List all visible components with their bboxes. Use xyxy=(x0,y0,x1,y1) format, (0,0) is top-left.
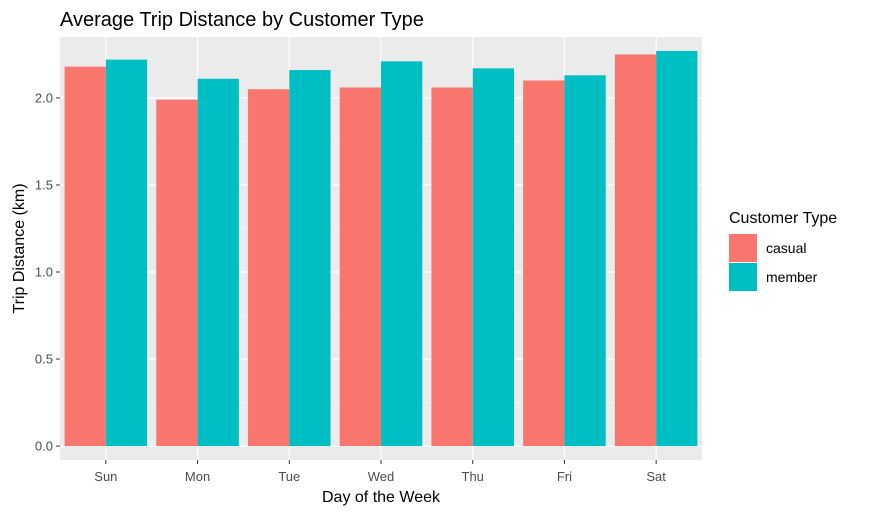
bar-casual-mon xyxy=(156,99,198,447)
legend-key-member xyxy=(729,263,757,291)
legend-key-casual xyxy=(729,234,757,262)
bar-member-sun xyxy=(105,59,148,447)
y-tick-label: 1.0 xyxy=(35,265,53,280)
x-axis: Sun Mon Tue Wed Thu Fri Sat xyxy=(94,460,666,484)
x-tick-label-mon: Mon xyxy=(185,469,210,484)
x-tick-label-tue: Tue xyxy=(278,469,300,484)
bar-member-tue xyxy=(289,70,331,447)
plot-area xyxy=(60,37,702,460)
bar-casual-tue xyxy=(248,89,290,447)
x-tick-label-thu: Thu xyxy=(462,469,484,484)
legend-items: casual member xyxy=(729,234,818,291)
bar-casual-wed xyxy=(339,87,381,447)
y-tick-label: 1.5 xyxy=(35,177,53,192)
x-tick-label-sun: Sun xyxy=(94,469,117,484)
x-tick-label-wed: Wed xyxy=(368,469,395,484)
legend-label-casual: casual xyxy=(766,240,806,256)
bar-casual-sun xyxy=(64,66,106,447)
bar-member-wed xyxy=(381,61,423,447)
legend-label-member: member xyxy=(766,269,818,285)
y-axis: 0.0 0.5 1.0 1.5 2.0 xyxy=(35,90,60,454)
bar-casual-thu xyxy=(431,87,473,447)
y-tick-label: 2.0 xyxy=(35,90,53,105)
chart-title: Average Trip Distance by Customer Type xyxy=(60,9,424,31)
bar-casual-fri xyxy=(523,80,565,447)
y-axis-title: Trip Distance (km) xyxy=(11,183,28,313)
bar-casual-sat xyxy=(614,54,657,447)
x-axis-title: Day of the Week xyxy=(322,489,441,506)
bar-member-fri xyxy=(564,75,606,447)
bar-member-mon xyxy=(197,78,239,447)
y-tick-label: 0.0 xyxy=(35,439,53,454)
bars xyxy=(64,50,698,447)
legend-title: Customer Type xyxy=(729,210,837,227)
bar-member-thu xyxy=(472,68,514,447)
bar-member-sat xyxy=(656,50,698,447)
legend: Customer Type casual member xyxy=(729,210,837,291)
x-tick-label-fri: Fri xyxy=(557,469,572,484)
x-tick-label-sat: Sat xyxy=(646,469,666,484)
y-tick-label: 0.5 xyxy=(35,352,53,367)
